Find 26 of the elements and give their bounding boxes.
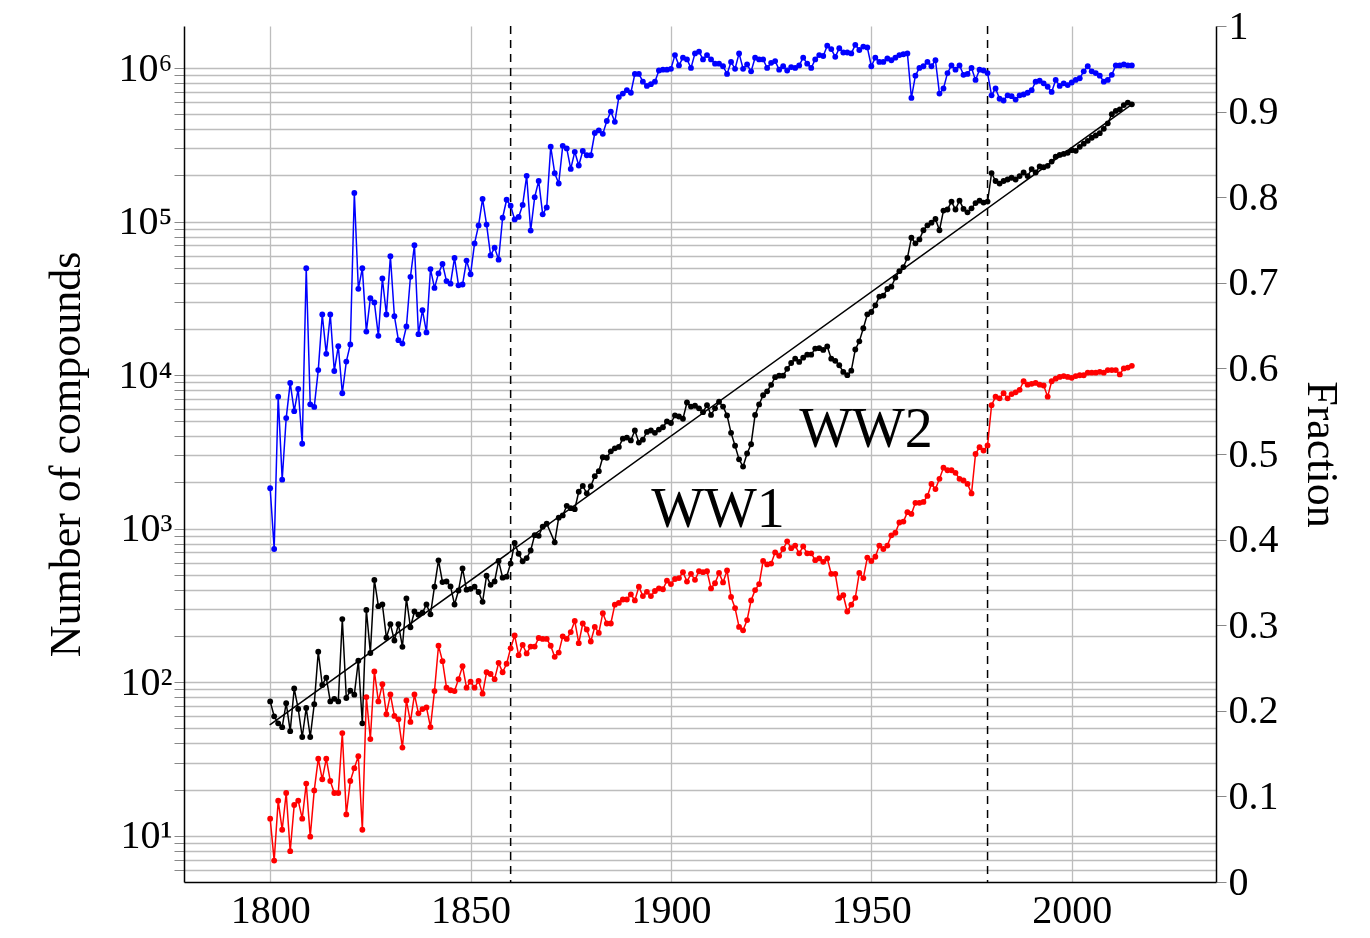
x-tick-label: 2000 (1032, 886, 1113, 932)
y2-tick-label: 0.7 (1228, 259, 1279, 305)
y-tick-label: 10⁵ (118, 198, 173, 244)
x-tick-label: 1900 (631, 886, 712, 932)
y-tick-label: 10² (120, 658, 173, 704)
y2-tick-label: 0.3 (1228, 601, 1279, 647)
y2-tick-label: 0.8 (1228, 173, 1279, 219)
y2-tick-label: 0.4 (1228, 516, 1279, 562)
y-tick-label: 10³ (120, 505, 173, 551)
x-tick-label: 1800 (230, 886, 311, 932)
annotation: WW2 (799, 397, 933, 459)
y2-tick-label: 0.5 (1228, 430, 1279, 476)
y2-tick-label: 0.1 (1228, 772, 1279, 818)
y2-tick-label: 0.6 (1228, 344, 1279, 390)
y2-tick-label: 0.2 (1228, 687, 1279, 733)
y-tick-label: 10⁶ (118, 44, 173, 90)
x-tick-label: 1850 (431, 886, 512, 932)
y-tick-label: 10¹ (120, 812, 173, 858)
y2-axis-title: Fraction (1297, 381, 1347, 528)
x-tick-label: 1950 (831, 886, 912, 932)
y-axis-title: Number of compounds (40, 251, 90, 658)
y2-tick-label: 0.9 (1228, 88, 1279, 134)
y-tick-label: 10⁴ (118, 351, 173, 397)
y2-tick-label: 0 (1228, 858, 1249, 904)
y2-tick-label: 1 (1228, 2, 1249, 48)
annotation: WW1 (651, 477, 785, 539)
